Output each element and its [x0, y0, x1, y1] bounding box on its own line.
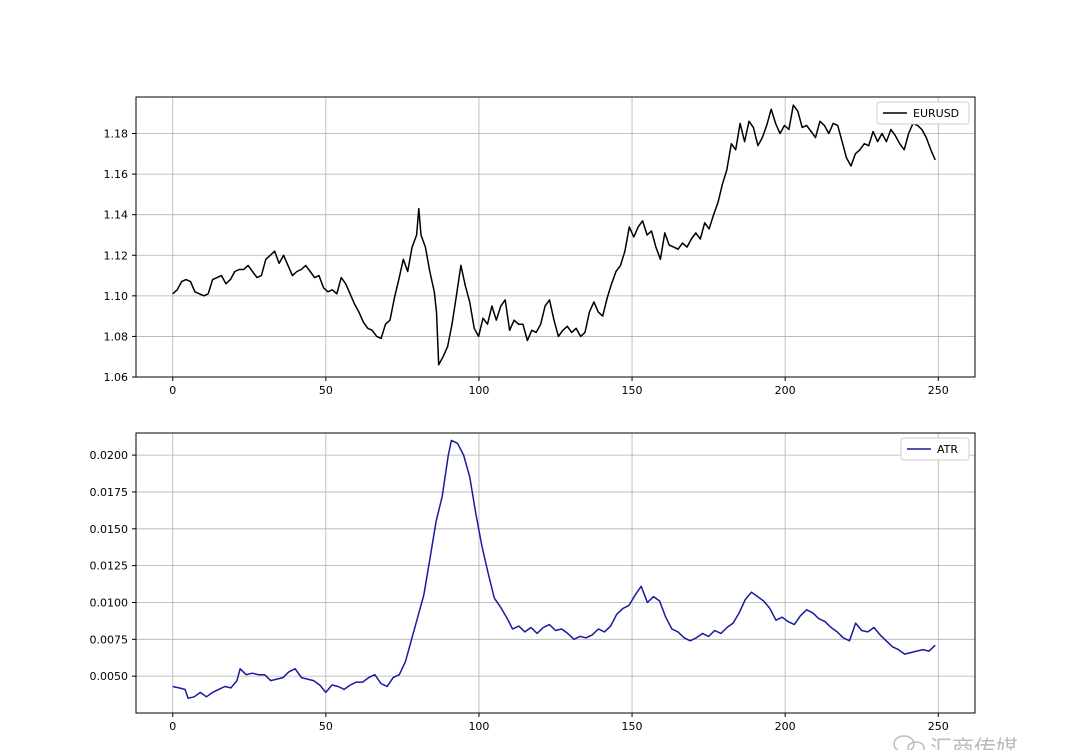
legend-label: EURUSD: [913, 107, 959, 120]
wechat-icon: [893, 735, 925, 750]
x-tick-label: 50: [319, 720, 333, 733]
y-tick-label: 0.0200: [90, 449, 129, 462]
legend: ATR: [900, 437, 970, 461]
x-tick-label: 150: [622, 384, 643, 397]
y-tick-label: 0.0050: [90, 670, 129, 683]
watermark: 汇商传媒: [893, 735, 1018, 750]
legend-box: [876, 101, 970, 125]
x-tick-label: 100: [468, 384, 489, 397]
x-tick-label: 0: [169, 720, 176, 733]
y-tick-label: 1.06: [104, 371, 129, 384]
y-tick-label: 0.0100: [90, 596, 129, 609]
legend-box: [900, 437, 970, 461]
y-tick-label: 1.16: [104, 168, 129, 181]
axes-frame: [135, 432, 976, 714]
y-tick-label: 0.0175: [90, 486, 129, 499]
x-tick-label: 200: [775, 384, 796, 397]
y-tick-label: 1.14: [104, 209, 129, 222]
eurusd-chart-panel: 0 50 100 150 200 250 1.06 1.08 1.10 1.12 1.14 1.16 1…: [104, 96, 976, 397]
y-tick-label: 0.0075: [90, 633, 129, 646]
series-line-eurusd: [172, 104, 936, 366]
y-tick-label: 1.08: [104, 330, 129, 343]
x-tick-label: 250: [928, 720, 949, 733]
x-tick-label: 200: [775, 720, 796, 733]
axes-frame: [135, 96, 976, 378]
y-tick-label: 1.12: [104, 249, 129, 262]
y-tick-label: 0.0125: [90, 560, 129, 573]
legend-label: ATR: [937, 443, 958, 456]
y-tick-label: 1.10: [104, 290, 129, 303]
x-tick-label: 100: [468, 720, 489, 733]
atr-chart-panel: 0 50 100 150 200 250 0.0050 0.0075 0.0100 0.0125 0…: [90, 432, 976, 733]
x-tick-label: 0: [169, 384, 176, 397]
legend: EURUSD: [876, 101, 970, 125]
series-line-atr: [172, 439, 936, 700]
x-tick-label: 150: [622, 720, 643, 733]
y-tick-label: 0.0150: [90, 523, 129, 536]
x-tick-label: 250: [928, 384, 949, 397]
y-tick-label: 1.18: [104, 128, 129, 141]
watermark-text: 汇商传媒: [930, 737, 1018, 750]
x-tick-label: 50: [319, 384, 333, 397]
